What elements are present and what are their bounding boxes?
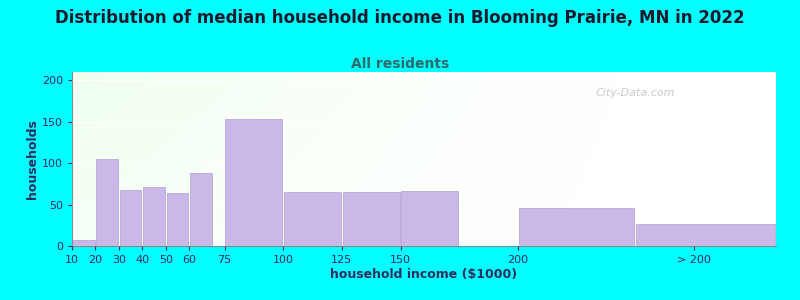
Bar bbox=[226, 119, 282, 246]
Text: Distribution of median household income in Blooming Prairie, MN in 2022: Distribution of median household income … bbox=[55, 9, 745, 27]
Bar bbox=[167, 193, 188, 246]
X-axis label: household income ($1000): household income ($1000) bbox=[330, 268, 518, 281]
Bar bbox=[343, 192, 399, 246]
Bar bbox=[636, 224, 775, 246]
Bar bbox=[143, 187, 165, 246]
Text: All residents: All residents bbox=[351, 57, 449, 71]
Bar bbox=[402, 191, 458, 246]
Text: City-Data.com: City-Data.com bbox=[595, 88, 675, 98]
Bar bbox=[97, 159, 118, 246]
Bar bbox=[284, 192, 341, 246]
Y-axis label: households: households bbox=[26, 119, 39, 199]
Bar bbox=[120, 190, 142, 246]
Bar bbox=[190, 173, 212, 246]
Bar bbox=[519, 208, 634, 246]
Bar bbox=[73, 240, 94, 246]
